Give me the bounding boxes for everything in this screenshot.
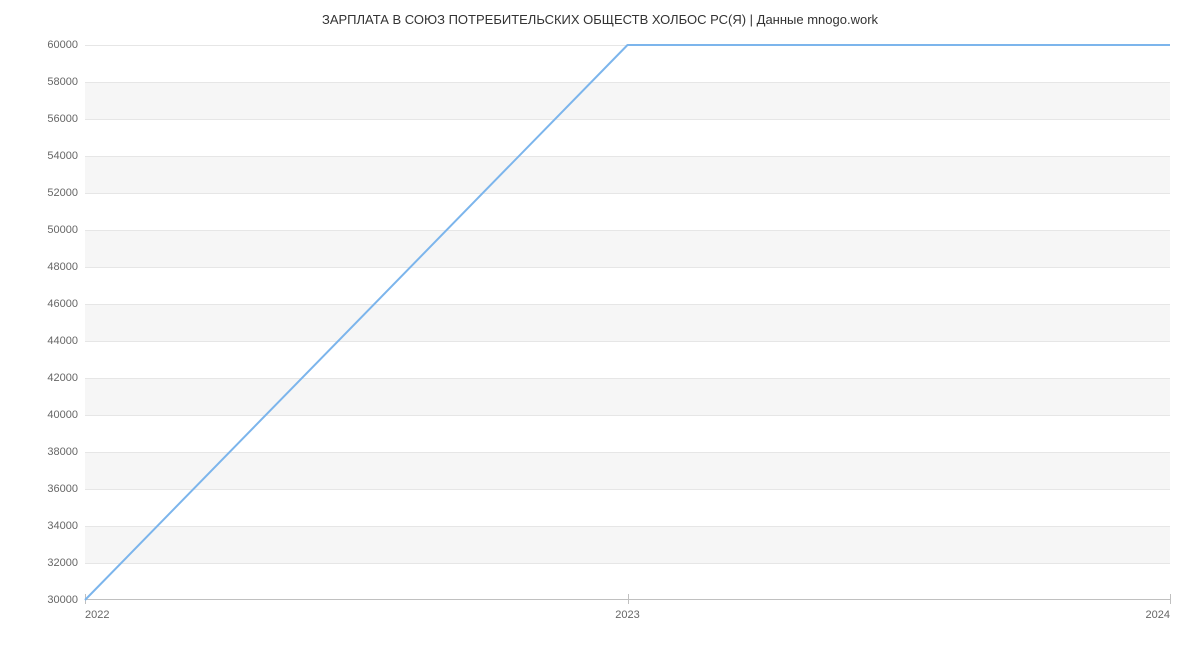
- chart-title: ЗАРПЛАТА В СОЮЗ ПОТРЕБИТЕЛЬСКИХ ОБЩЕСТВ …: [0, 0, 1200, 27]
- y-tick-label: 50000: [47, 224, 78, 236]
- y-tick-label: 54000: [47, 150, 78, 162]
- y-tick-label: 38000: [47, 446, 78, 458]
- y-tick-label: 42000: [47, 372, 78, 384]
- y-tick-label: 36000: [47, 483, 78, 495]
- y-tick-label: 52000: [47, 187, 78, 199]
- plot-area: 3000032000340003600038000400004200044000…: [85, 45, 1170, 600]
- y-tick-label: 40000: [47, 409, 78, 421]
- x-tick: [1170, 594, 1171, 604]
- y-tick-label: 60000: [47, 39, 78, 51]
- y-tick-label: 34000: [47, 520, 78, 532]
- x-tick-label: 2024: [1146, 609, 1170, 621]
- x-tick-label: 2022: [85, 609, 109, 621]
- x-tick-label: 2023: [615, 609, 639, 621]
- y-tick-label: 32000: [47, 557, 78, 569]
- y-tick-label: 58000: [47, 76, 78, 88]
- salary-line-path: [85, 45, 1170, 600]
- y-tick-label: 48000: [47, 261, 78, 273]
- y-tick-label: 44000: [47, 335, 78, 347]
- y-tick-label: 30000: [47, 594, 78, 606]
- y-tick-label: 46000: [47, 298, 78, 310]
- salary-line: [85, 45, 1170, 600]
- y-tick-label: 56000: [47, 113, 78, 125]
